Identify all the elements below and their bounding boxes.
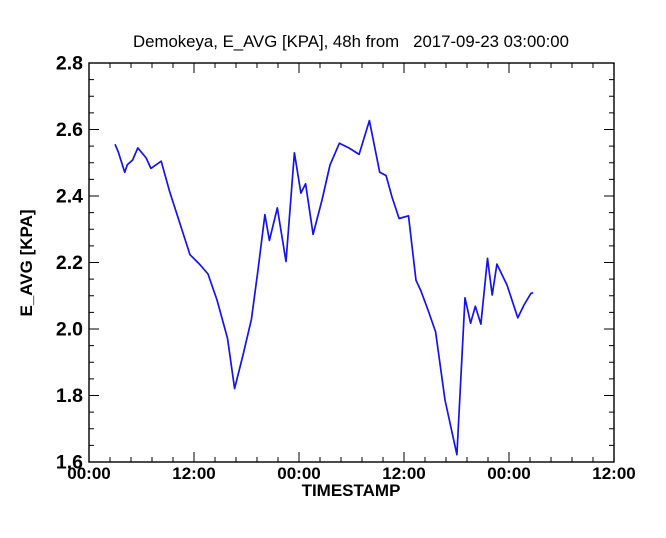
svg-text:2.0: 2.0 [56,319,83,341]
svg-text:E_AVG [KPA]: E_AVG [KPA] [17,209,36,316]
svg-text:2.6: 2.6 [56,119,83,141]
svg-text:12:00: 12:00 [172,464,215,483]
svg-text:00:00: 00:00 [487,464,530,483]
svg-text:00:00: 00:00 [67,464,110,483]
svg-text:Demokeya, E_AVG [KPA], 48h fro: Demokeya, E_AVG [KPA], 48h from 2017-09-… [133,32,569,51]
svg-text:TIMESTAMP: TIMESTAMP [302,481,401,500]
svg-text:12:00: 12:00 [592,464,635,483]
svg-text:2.2: 2.2 [56,252,83,274]
svg-text:1.8: 1.8 [56,385,83,407]
svg-text:2.4: 2.4 [56,186,83,208]
svg-text:2.8: 2.8 [56,53,83,75]
